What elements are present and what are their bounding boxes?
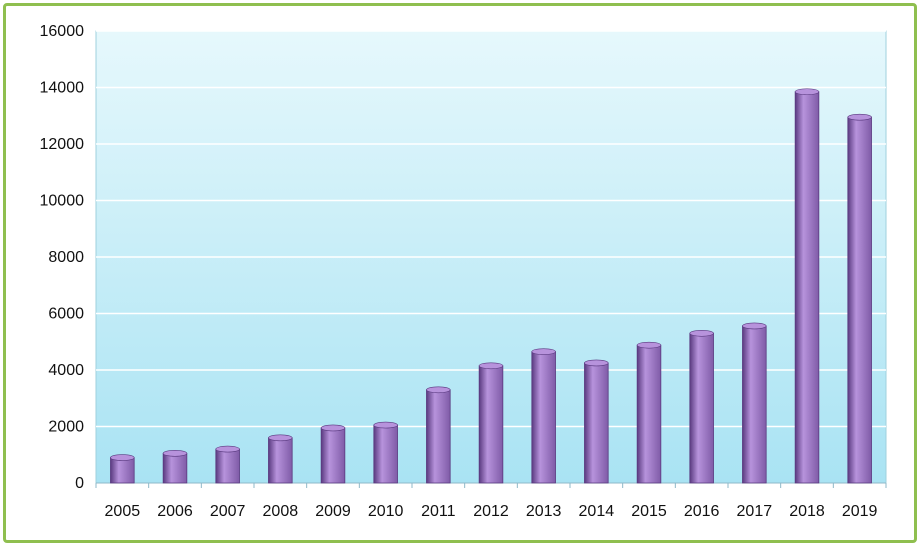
bar-2019: [847, 113, 872, 484]
y-tick-label: 0: [75, 475, 84, 492]
bar-cap: [531, 348, 556, 355]
bar-cap: [320, 424, 346, 432]
bar-cap: [215, 445, 240, 453]
chart-frame: 0 2000 4000 6000 8000 10000 12000 14000 16000 20…: [3, 3, 917, 543]
bar: [110, 457, 135, 484]
bars: [110, 88, 872, 484]
bar: [426, 389, 451, 484]
x-tick-label: 2018: [789, 503, 825, 520]
x-tick-label: 2009: [315, 503, 351, 520]
bar-2016: [689, 329, 714, 484]
bar-cap: [268, 434, 293, 442]
y-tick-label: 6000: [48, 306, 84, 323]
x-tick-label: 2015: [631, 503, 667, 520]
x-tick-label: 2016: [684, 503, 720, 520]
y-tick-label: 14000: [40, 80, 85, 97]
bar-2014: [584, 359, 609, 484]
bar-2009: [320, 424, 346, 484]
bar-chart: 0 2000 4000 6000 8000 10000 12000 14000 16000 20…: [40, 23, 887, 520]
bar: [584, 362, 609, 484]
x-tick-label: 2011: [421, 503, 456, 520]
bar: [320, 427, 346, 484]
x-tick-label: 2005: [105, 503, 141, 520]
x-tick-label: 2019: [842, 503, 878, 520]
y-tick-label: 4000: [48, 362, 84, 379]
bar-2005: [110, 454, 135, 484]
bar: [742, 325, 767, 484]
bar: [689, 332, 714, 484]
bar-2012: [478, 362, 504, 484]
x-tick-label: 2012: [473, 503, 509, 520]
bar-2018: [794, 88, 820, 484]
bar-cap: [373, 421, 398, 429]
x-tick-label: 2008: [263, 503, 299, 520]
bar: [531, 351, 556, 484]
bar-2015: [636, 341, 662, 484]
bar: [847, 116, 872, 484]
bar: [215, 448, 240, 484]
bar-2013: [531, 348, 556, 484]
bar-cap: [636, 341, 662, 349]
bar-2008: [268, 434, 293, 484]
x-tick-label: 2010: [368, 503, 404, 520]
y-axis-tick-labels: 0 2000 4000 6000 8000 10000 12000 14000 16000: [40, 23, 85, 492]
bar-2007: [215, 445, 240, 484]
bar-cap: [426, 386, 451, 394]
bar-2006: [162, 450, 188, 484]
bar-cap: [584, 359, 609, 367]
x-tick-label: 2006: [157, 503, 193, 520]
bar-cap: [794, 88, 820, 96]
bar: [268, 437, 293, 484]
y-tick-label: 8000: [48, 249, 84, 266]
bar-2011: [426, 386, 451, 484]
x-axis-tick-labels: 2005 2006 2007 2008 2009 2010 2011 2012 2013 2014…: [95, 483, 887, 520]
y-tick-label: 16000: [40, 23, 85, 40]
bar-cap: [689, 329, 714, 337]
bar: [162, 452, 188, 484]
x-tick-label: 2014: [579, 503, 615, 520]
x-tick-label: 2007: [210, 503, 246, 520]
bar-2017: [742, 322, 767, 484]
bar-cap: [162, 450, 188, 457]
bar-2010: [373, 421, 398, 484]
bar-cap: [110, 454, 135, 461]
x-tick-label: 2013: [526, 503, 562, 520]
y-tick-label: 12000: [40, 136, 85, 153]
y-tick-label: 10000: [40, 193, 85, 210]
bar: [373, 424, 398, 484]
bar-cap: [478, 362, 504, 370]
bar-cap: [742, 322, 767, 330]
x-tick-label: 2017: [737, 503, 773, 520]
bar: [794, 91, 820, 484]
bar-cap: [847, 113, 872, 121]
y-tick-label: 2000: [48, 419, 84, 436]
bar: [478, 365, 504, 484]
bar: [636, 344, 662, 484]
